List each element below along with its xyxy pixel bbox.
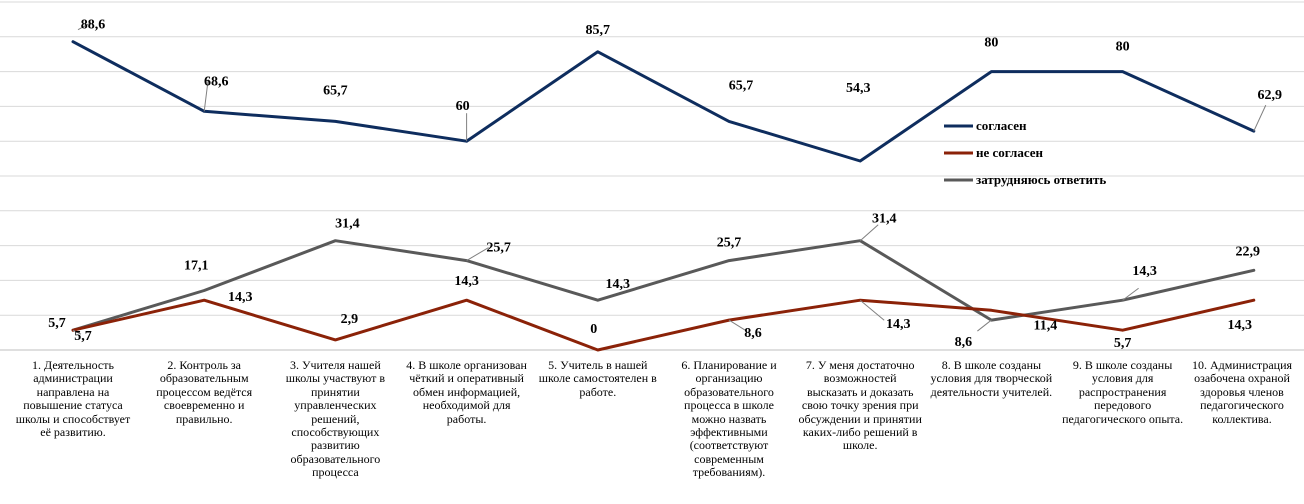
data-label: 25,7 bbox=[717, 236, 742, 251]
data-label: 31,4 bbox=[335, 217, 360, 232]
category-label: 6. Планирование и организацию образовате… bbox=[681, 358, 777, 480]
leader-line bbox=[466, 247, 489, 261]
gridlines bbox=[0, 1, 1304, 351]
category-label: 3. Учителя нашей школы участвуют в приня… bbox=[285, 358, 386, 480]
data-label: 0 bbox=[590, 322, 597, 337]
data-label: 14,3 bbox=[228, 290, 253, 305]
leader-line bbox=[859, 299, 885, 321]
data-label: 14,3 bbox=[1228, 318, 1253, 333]
data-label: 68,6 bbox=[204, 74, 229, 89]
category-label: 2. Контроль за образовательным процессом… bbox=[156, 358, 253, 426]
data-label: 85,7 bbox=[586, 23, 611, 38]
data-label: 5,7 bbox=[48, 316, 66, 331]
leader-line bbox=[72, 329, 82, 335]
data-label: 65,7 bbox=[323, 83, 348, 98]
leader-line bbox=[859, 224, 879, 242]
data-label: 5,7 bbox=[74, 329, 92, 344]
category-label: 10. Администрация озабочена охраной здор… bbox=[1191, 358, 1293, 426]
leader-line bbox=[1253, 104, 1267, 132]
data-label: 11,4 bbox=[1034, 318, 1058, 333]
series-line bbox=[71, 40, 1256, 163]
data-label: 54,3 bbox=[846, 81, 871, 96]
data-label: 5,7 bbox=[1114, 336, 1132, 351]
series-line bbox=[71, 298, 1256, 352]
leader-line bbox=[977, 319, 992, 332]
legend-label: согласен bbox=[976, 118, 1027, 133]
data-label: 80 bbox=[984, 36, 998, 51]
leader-line bbox=[203, 79, 209, 112]
legend: согласен не согласен затрудняюсь ответить bbox=[944, 118, 1106, 187]
data-label: 8,6 bbox=[744, 326, 762, 341]
data-label: 80 bbox=[1116, 40, 1130, 55]
category-label: 7. У меня достаточно возможностей высказ… bbox=[798, 358, 922, 453]
data-label: 22,9 bbox=[1236, 244, 1261, 259]
category-label: 9. В школе созданы условия для распростр… bbox=[1062, 358, 1184, 426]
data-label: 62,9 bbox=[1258, 88, 1283, 103]
data-label: 65,7 bbox=[729, 78, 754, 93]
data-label: 88,6 bbox=[81, 18, 106, 33]
data-label: 25,7 bbox=[486, 241, 511, 256]
data-label: 31,4 bbox=[872, 212, 897, 227]
data-label: 14,3 bbox=[454, 274, 479, 289]
data-label: 60 bbox=[456, 99, 470, 114]
data-label: 14,3 bbox=[886, 317, 911, 332]
data-label: 17,1 bbox=[184, 258, 209, 273]
legend-label: не согласен bbox=[976, 145, 1044, 160]
data-label: 14,3 bbox=[1132, 264, 1157, 279]
category-label: 1. Деятельность администрации направлена… bbox=[15, 358, 131, 440]
data-labels: 88,6 68,6 65,7 60 85,7 65,7 54,3 80 80 62,9 5,7 14,… bbox=[48, 18, 1282, 351]
label-leaders bbox=[72, 22, 1267, 335]
category-label: 5. Учитель в нашей школе самостоятелен в… bbox=[538, 358, 657, 399]
leader-line bbox=[728, 319, 746, 331]
legend-label: затрудняюсь ответить bbox=[976, 172, 1106, 187]
data-label: 2,9 bbox=[341, 312, 359, 327]
category-label: 8. В школе созданы условия для творческо… bbox=[930, 358, 1053, 399]
series-lines bbox=[71, 40, 1256, 352]
leader-line bbox=[1122, 287, 1139, 301]
data-label: 14,3 bbox=[606, 277, 631, 292]
series-line bbox=[71, 239, 1256, 332]
data-label: 8,6 bbox=[955, 335, 973, 350]
category-label: 4. В школе организован чёткий и оператив… bbox=[406, 358, 527, 426]
leader-line bbox=[77, 22, 92, 31]
